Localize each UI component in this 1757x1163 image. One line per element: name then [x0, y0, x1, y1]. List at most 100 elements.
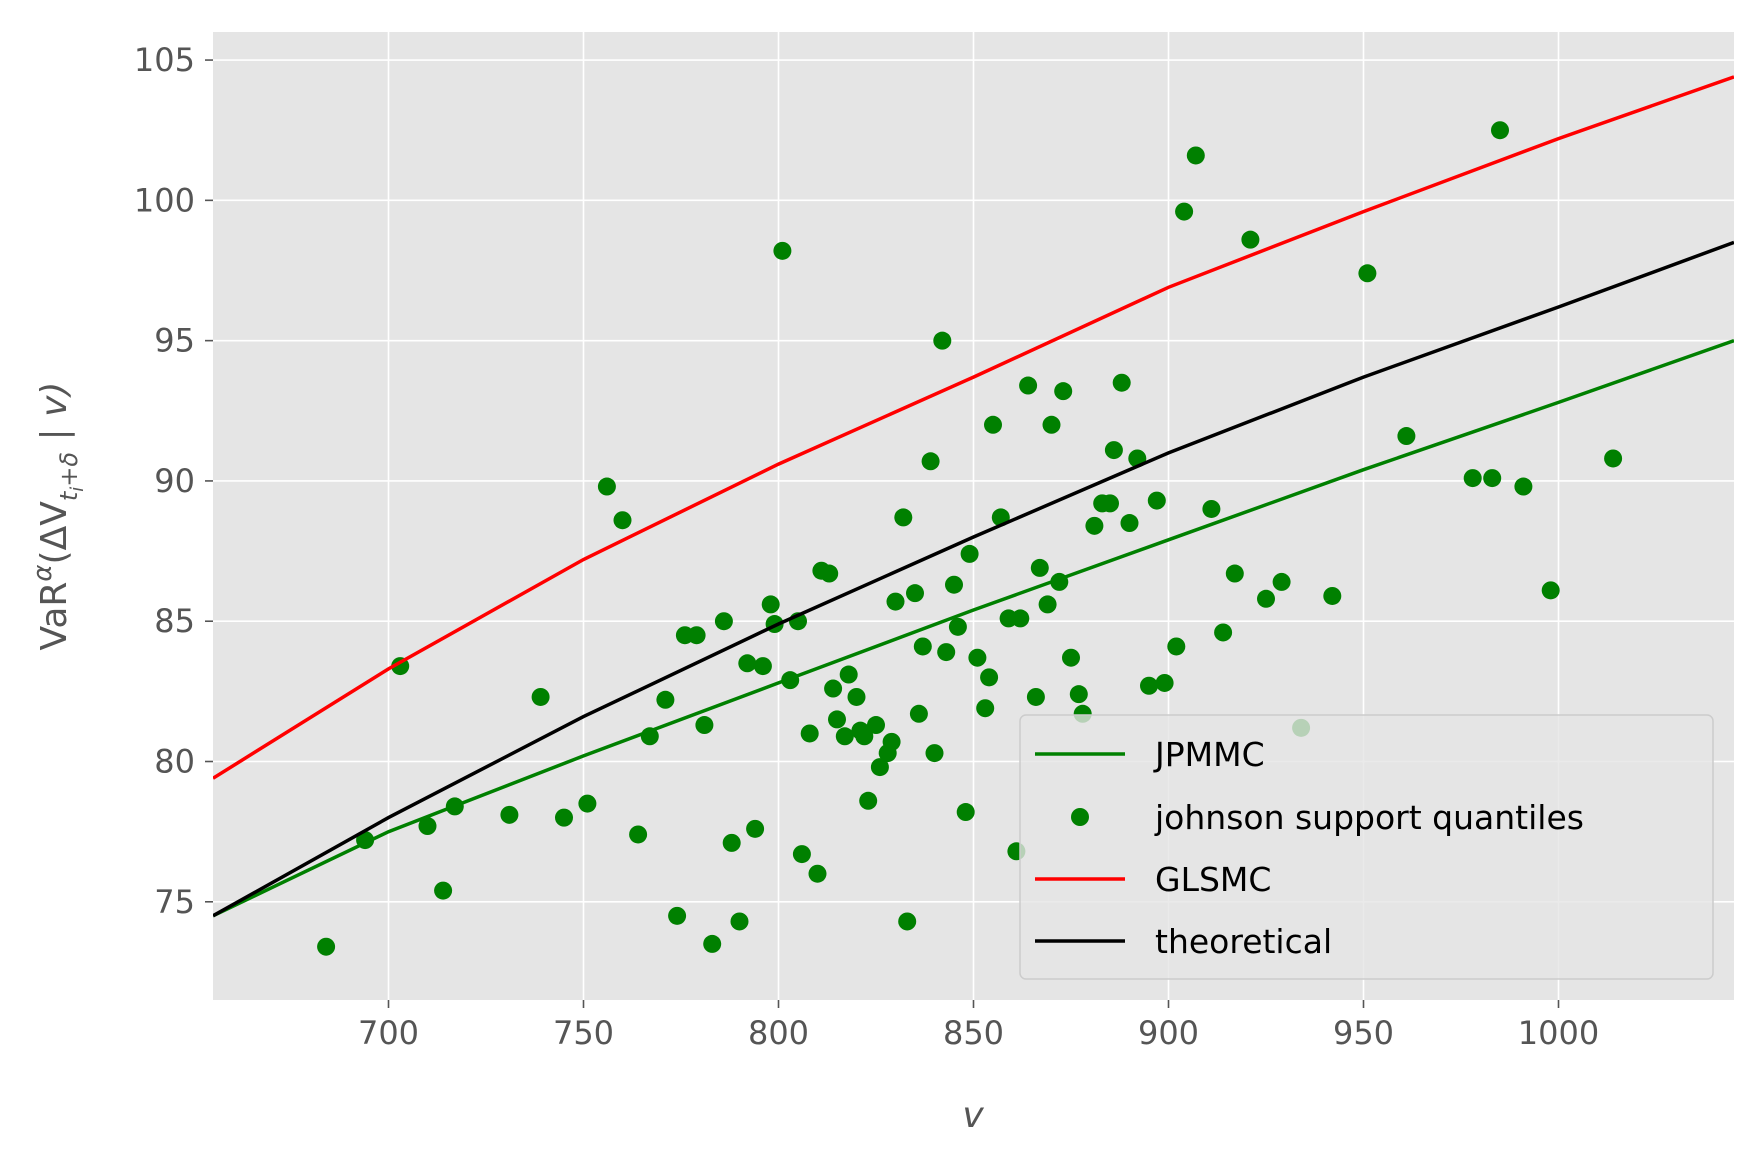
- y-label-sub-rest: +δ: [55, 452, 83, 487]
- scatter-point-33: [808, 864, 827, 883]
- scatter-point-107: [1541, 581, 1560, 600]
- y-label-sup: α: [28, 564, 58, 581]
- x-axis-label: v: [962, 1095, 984, 1136]
- scatter-point-50: [898, 912, 917, 931]
- series-line-glsmc: [213, 75, 1734, 780]
- scatter-point-98: [1272, 572, 1291, 591]
- scatter-point-40: [847, 687, 866, 706]
- scatter-point-24: [746, 819, 765, 838]
- scatter-point-105: [1491, 121, 1509, 140]
- y-tick-label-80: 80: [154, 743, 195, 781]
- y-label-prefix: VaR: [34, 582, 75, 651]
- scatter-point-76: [1054, 382, 1073, 401]
- scatter-point-18: [695, 716, 714, 735]
- y-tick-label-95: 95: [154, 322, 195, 360]
- scatter-point-38: [835, 727, 854, 746]
- scatter-point-106: [1514, 477, 1533, 496]
- scatter-point-75: [1050, 572, 1069, 591]
- scatter-point-60: [956, 803, 975, 822]
- y-label-close: | v): [34, 382, 75, 452]
- scatter-point-83: [1104, 441, 1123, 460]
- y-tick-label-100: 100: [134, 181, 195, 219]
- scatter-point-95: [1225, 564, 1244, 583]
- y-tick-label-90: 90: [154, 462, 195, 500]
- scatter-point-10: [597, 477, 616, 496]
- x-tick-label-950: 950: [1333, 1014, 1394, 1052]
- y-label-open: (ΔV: [34, 501, 75, 565]
- scatter-point-69: [1011, 609, 1030, 628]
- scatter-point-29: [781, 671, 800, 690]
- scatter-point-4: [434, 881, 453, 900]
- scatter-point-28: [773, 241, 792, 260]
- scatter-point-49: [894, 508, 913, 527]
- scatter-point-52: [909, 704, 928, 723]
- scatter-point-36: [824, 679, 843, 698]
- scatter-point-8: [555, 808, 573, 827]
- y-axis-label: VaRα(ΔVti+δ | v): [28, 382, 88, 651]
- scatter-point-58: [945, 575, 963, 594]
- scatter-point-108: [1604, 449, 1623, 468]
- scatter-point-84: [1112, 373, 1131, 392]
- legend: JPMMC johnson support quantiles GLSMC th…: [1019, 714, 1714, 980]
- legend-label-jpmmc: JPMMC: [1153, 735, 1265, 774]
- scatter-point-93: [1202, 499, 1221, 518]
- scatter-point-103: [1463, 469, 1482, 488]
- x-tick-label-800: 800: [748, 1014, 809, 1052]
- scatter-point-96: [1241, 230, 1260, 249]
- scatter-point-0: [317, 937, 336, 956]
- y-tick-label-85: 85: [154, 602, 195, 640]
- scatter-point-55: [925, 744, 944, 763]
- scatter-point-92: [1186, 146, 1205, 165]
- scatter-point-26: [761, 595, 780, 614]
- scatter-point-17: [687, 626, 706, 645]
- scatter-point-59: [948, 617, 967, 636]
- x-tick-label-900: 900: [1138, 1014, 1199, 1052]
- scatter-point-32: [800, 724, 819, 743]
- scatter-point-11: [613, 511, 632, 530]
- series-line-theoretical: [213, 240, 1734, 918]
- legend-label-scatter: johnson support quantiles: [1154, 798, 1584, 837]
- scatter-point-101: [1358, 264, 1377, 283]
- scatter-point-47: [882, 732, 901, 751]
- scatter-point-54: [921, 452, 940, 471]
- series-glsmc: [213, 75, 1734, 780]
- scatter-point-12: [629, 825, 648, 844]
- scatter-point-64: [980, 668, 999, 687]
- scatter-point-74: [1042, 415, 1061, 434]
- y-axis-ticks: 75 80 85 90 95 100 105: [134, 41, 213, 921]
- scatter-point-31: [792, 845, 811, 864]
- scatter-point-14: [656, 690, 675, 709]
- scatter-point-22: [730, 912, 749, 931]
- x-tick-label-750: 750: [553, 1014, 614, 1052]
- x-tick-label-700: 700: [358, 1014, 419, 1052]
- scatter-point-35: [820, 564, 839, 583]
- scatter-point-90: [1167, 637, 1186, 656]
- scatter-point-25: [753, 657, 772, 676]
- scatter-point-15: [668, 906, 687, 925]
- scatter-point-91: [1175, 202, 1194, 221]
- y-tick-label-75: 75: [154, 883, 195, 921]
- scatter-point-70: [1019, 376, 1038, 395]
- scatter-point-53: [913, 637, 932, 656]
- scatter-point-89: [1155, 673, 1174, 692]
- scatter-point-7: [531, 687, 550, 706]
- scatter-point-51: [906, 584, 924, 603]
- scatter-point-43: [859, 791, 878, 810]
- series-theoretical: [213, 240, 1734, 918]
- scatter-point-71: [1026, 687, 1045, 706]
- scatter-point-37: [828, 710, 846, 729]
- scatter-point-102: [1397, 427, 1416, 446]
- scatter-point-82: [1101, 494, 1119, 513]
- scatter-point-1: [356, 831, 375, 850]
- scatter-point-13: [640, 727, 659, 746]
- scatter-point-6: [500, 805, 519, 824]
- legend-label-theoretical: theoretical: [1155, 922, 1332, 961]
- scatter-point-5: [445, 797, 464, 816]
- scatter-point-61: [960, 544, 979, 563]
- scatter-point-23: [738, 654, 757, 673]
- scatter-point-20: [714, 612, 733, 631]
- x-axis-ticks: 700 750 800 850 900 950 1000: [358, 1000, 1599, 1052]
- scatter-point-85: [1120, 514, 1139, 533]
- legend-label-glsmc: GLSMC: [1155, 860, 1271, 899]
